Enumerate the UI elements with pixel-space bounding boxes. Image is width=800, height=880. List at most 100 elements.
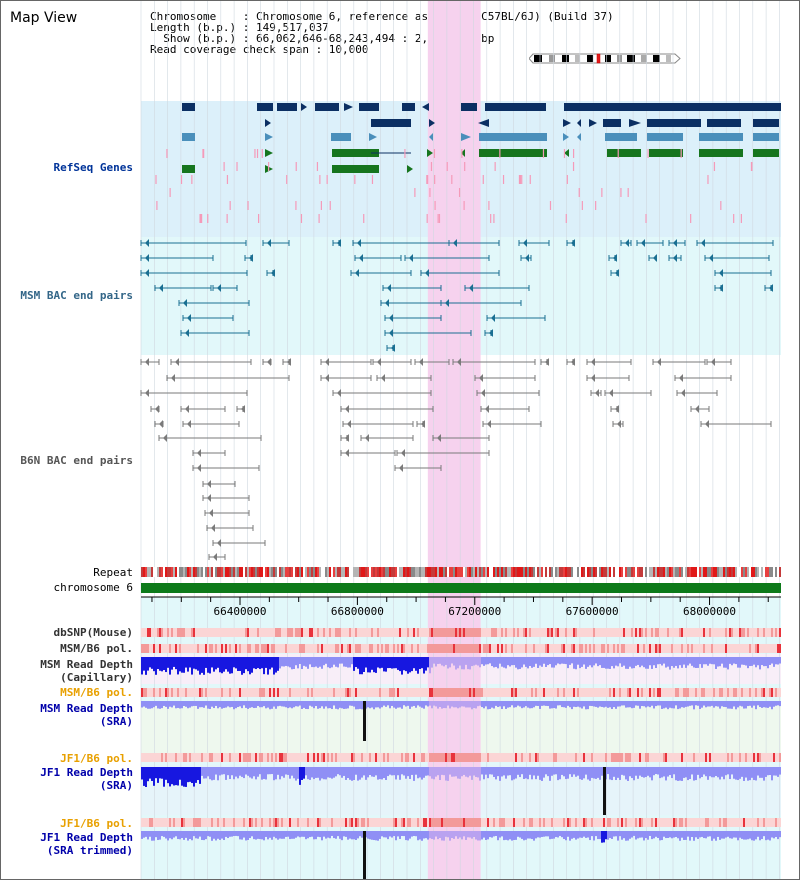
repeat-element	[363, 567, 365, 577]
msm-pol-cell	[167, 644, 169, 653]
repeat-element	[763, 567, 765, 577]
jf1-sra-depth-bar	[395, 767, 397, 780]
dbsnp-cell	[481, 628, 483, 637]
jf1-sra-depth-bar	[327, 767, 329, 778]
jf1-sra-depth-bar	[343, 767, 345, 776]
jf1-pol-cell	[199, 818, 201, 827]
msm-sra-depth-bar	[239, 701, 241, 707]
depth-and-polymorphism-tracks	[141, 628, 781, 879]
dbsnp-cell	[337, 628, 339, 637]
jf1-trimmed-depth-bar	[201, 831, 203, 840]
msm-pol-cell	[313, 688, 315, 697]
jf1-sra-depth-bar	[507, 767, 509, 776]
jf1-pol-cell	[571, 818, 573, 827]
jf1-pol-cell	[475, 753, 477, 762]
msm-capillary-depth-bar	[771, 657, 773, 664]
msm-sra-depth-bar	[519, 701, 521, 707]
jf1-trimmed-depth-bar	[571, 831, 573, 839]
jf1-pol-cell	[543, 753, 545, 762]
dbsnp-cell	[287, 628, 289, 637]
jf1-pol-cell	[663, 818, 665, 827]
jf1-pol-cell	[645, 753, 647, 762]
jf1-pol-cell	[315, 753, 317, 762]
gene-block	[315, 103, 339, 111]
jf1-sra-depth-bar	[769, 767, 771, 776]
jf1-sra-depth-bar	[487, 767, 489, 779]
msm-sra-depth-bar	[367, 701, 369, 708]
dbsnp-cell	[767, 628, 769, 637]
transcript-tick	[319, 175, 321, 184]
msm-pol-cell	[373, 644, 375, 653]
repeat-element	[665, 567, 667, 577]
msm-pol-cell	[667, 688, 669, 697]
msm-pol-cell	[295, 644, 297, 653]
jf1-pol-cell	[293, 818, 295, 827]
dbsnp-cell	[225, 628, 227, 637]
jf1-pol-cell	[615, 753, 617, 762]
msm-pol-cell	[173, 644, 175, 653]
jf1-pol-cell	[421, 818, 423, 827]
jf1-pol-cell	[189, 818, 191, 827]
jf1-pol-cell	[653, 753, 655, 762]
msm-sra-depth-bar	[467, 701, 469, 708]
jf1-trimmed-depth-bar	[579, 831, 581, 838]
msm-capillary-depth-bar	[495, 657, 497, 667]
msm-capillary-depth-bar	[163, 657, 165, 671]
jf1-sra-depth-bar	[607, 767, 609, 775]
msm-pol-cell	[529, 688, 531, 697]
jf1-trimmed-depth-bar	[243, 831, 245, 838]
msm-pol-cell	[251, 644, 253, 653]
repeat-element	[639, 567, 641, 577]
repeat-element	[587, 567, 589, 577]
msm-sra-depth-bar	[253, 701, 255, 709]
repeat-element	[657, 567, 659, 577]
jf1-pol-cell	[597, 818, 599, 827]
jf1-pol-cell	[459, 753, 461, 762]
jf1-pol-cell	[701, 818, 703, 827]
msm-sra-depth-bar	[255, 701, 257, 708]
jf1-trimmed-depth-bar	[477, 831, 479, 841]
msm-capillary-depth-bar	[321, 657, 323, 669]
repeat-element	[751, 567, 753, 577]
msm-pol-cell	[507, 644, 509, 653]
msm-pol-cell	[355, 688, 357, 697]
msm-pol-cell	[377, 644, 379, 653]
repeat-element	[329, 567, 331, 577]
msm-sra-depth-bar	[569, 701, 571, 708]
jf1-pol-cell	[449, 818, 451, 827]
dbsnp-cell	[247, 628, 249, 637]
msm-pol-cell	[681, 688, 683, 697]
dbsnp-cell	[533, 628, 535, 637]
msm-capillary-depth-bar	[465, 657, 467, 665]
repeat-element	[389, 567, 391, 577]
dbsnp-cell	[211, 628, 213, 637]
msm-sra-depth-bar	[221, 701, 223, 709]
msm-pol-cell	[317, 644, 319, 653]
repeat-element	[611, 567, 613, 577]
bac-end-arrow	[381, 374, 385, 382]
dbsnp-cell	[197, 628, 199, 637]
msm-sra-depth-bar	[513, 701, 515, 708]
jf1-pol-cell	[419, 753, 421, 762]
jf1-pol-cell	[633, 753, 635, 762]
jf1-pol-cell	[225, 753, 227, 762]
msm-sra-depth-bar	[553, 701, 555, 709]
jf1-pol-cell	[683, 753, 685, 762]
jf1-pol-cell	[301, 753, 303, 762]
jf1-pol-cell	[163, 753, 165, 762]
jf1-sra-depth-bar	[215, 767, 217, 775]
repeat-element	[291, 567, 293, 577]
jf1-sra-depth-bar	[543, 767, 545, 778]
msm-pol-cell	[763, 644, 765, 653]
msm-sra-depth-bar	[717, 701, 719, 707]
dbsnp-cell	[421, 628, 423, 637]
msm-pol-cell	[703, 644, 705, 653]
msm-capillary-depth-bar	[173, 657, 175, 667]
jf1-pol-cell	[261, 753, 263, 762]
jf1-sra-depth-bar	[687, 767, 689, 781]
transcript-tick	[572, 162, 575, 171]
msm-pol-cell	[771, 688, 773, 697]
msm-pol-cell	[379, 644, 381, 653]
dbsnp-cell	[267, 628, 269, 637]
